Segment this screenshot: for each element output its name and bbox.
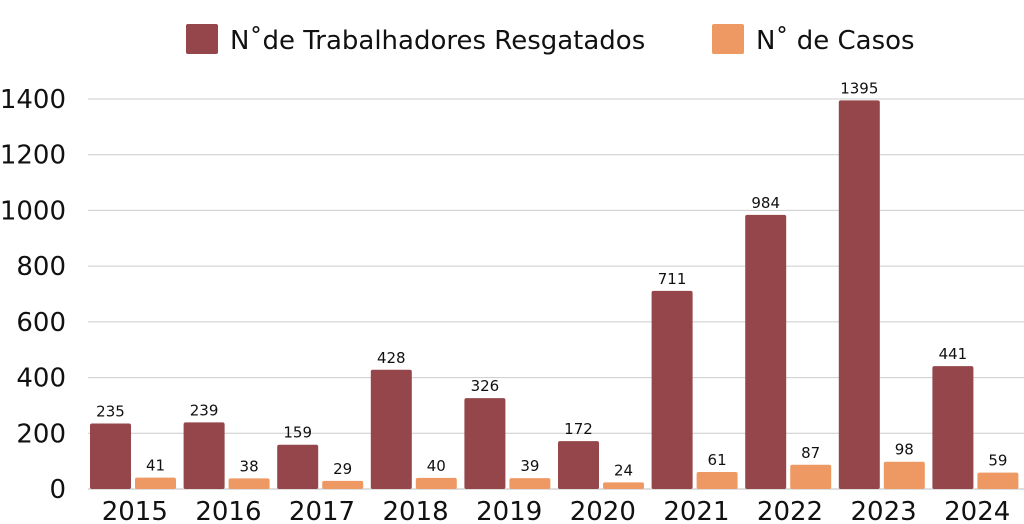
- bar-resgatados-2018: [370, 369, 412, 489]
- bar-resgatados-2015: [90, 423, 131, 489]
- bar-casos-2019: [509, 478, 551, 489]
- y-tick-label-200: 200: [16, 419, 66, 449]
- x-tick-label-2018: 2018: [383, 497, 449, 524]
- data-label-resgatados-2018: 428: [377, 349, 406, 367]
- legend-label-resgatados: N˚de Trabalhadores Resgatados: [230, 26, 645, 56]
- data-label-casos-2021: 61: [708, 451, 727, 469]
- y-tick-label-800: 800: [16, 252, 66, 282]
- bar-casos-2015: [135, 477, 176, 489]
- data-label-casos-2017: 29: [333, 460, 352, 478]
- data-label-resgatados-2021: 711: [658, 270, 687, 288]
- x-tick-label-2024: 2024: [944, 497, 1010, 524]
- x-tick-label-2017: 2017: [289, 497, 355, 524]
- x-tick-label-2023: 2023: [851, 497, 917, 524]
- data-label-resgatados-2024: 441: [939, 345, 968, 363]
- bar-resgatados-2024: [932, 366, 974, 489]
- bar-resgatados-2020: [558, 441, 599, 489]
- y-tick-label-1200: 1200: [0, 141, 66, 171]
- bar-resgatados-2021: [651, 290, 693, 489]
- x-tick-label-2016: 2016: [195, 497, 261, 524]
- y-tick-label-0: 0: [49, 475, 66, 505]
- data-label-casos-2024: 59: [988, 452, 1007, 470]
- bar-resgatados-2023: [838, 100, 880, 490]
- data-label-casos-2015: 41: [146, 457, 165, 475]
- data-label-resgatados-2016: 239: [190, 401, 219, 419]
- bar-resgatados-2019: [464, 398, 506, 489]
- x-tick-label-2021: 2021: [663, 497, 729, 524]
- bar-casos-2024: [977, 472, 1019, 489]
- bar-resgatados-2017: [277, 444, 319, 489]
- data-label-resgatados-2023: 1395: [840, 79, 878, 97]
- x-tick-label-2020: 2020: [570, 497, 636, 524]
- legend-label-casos: N˚ de Casos: [756, 26, 915, 56]
- bar-casos-2016: [228, 478, 270, 489]
- bar-casos-2022: [790, 464, 832, 489]
- data-label-casos-2022: 87: [801, 444, 820, 462]
- data-label-resgatados-2022: 984: [751, 194, 780, 212]
- y-tick-label-600: 600: [16, 308, 66, 338]
- bar-casos-2021: [696, 472, 738, 489]
- bar-resgatados-2022: [745, 214, 787, 489]
- data-label-resgatados-2020: 172: [564, 420, 593, 438]
- data-label-resgatados-2015: 235: [96, 403, 125, 421]
- gridlines: [88, 98, 1024, 490]
- y-tick-label-400: 400: [16, 364, 66, 394]
- bar-casos-2023: [883, 461, 925, 489]
- data-label-casos-2020: 24: [614, 461, 633, 479]
- bar-casos-2020: [603, 482, 644, 489]
- x-tick-label-2019: 2019: [476, 497, 542, 524]
- x-tick-label-2015: 2015: [102, 497, 168, 524]
- legend: N˚de Trabalhadores Resgatados N˚ de Caso…: [186, 24, 915, 56]
- legend-swatch-resgatados: [186, 24, 218, 54]
- data-label-casos-2018: 40: [427, 457, 446, 475]
- y-tick-label-1400: 1400: [0, 85, 66, 115]
- y-tick-label-1000: 1000: [0, 196, 66, 226]
- bar-casos-2018: [415, 477, 457, 489]
- x-axis: 2015 2016 2017 2018 2019 2020 2021 2022 2023 2024: [102, 497, 1011, 524]
- data-label-casos-2023: 98: [895, 441, 914, 459]
- data-label-resgatados-2017: 159: [283, 424, 312, 442]
- bars: [90, 100, 1019, 490]
- bar-casos-2017: [322, 480, 364, 489]
- y-axis: 0 200 400 600 800 1000 1200 1400: [0, 85, 66, 505]
- legend-swatch-casos: [712, 24, 744, 54]
- data-labels: 235 41 239 38 159 29 428 40 326 39 172 24 711 61 984 87…: [96, 79, 1007, 479]
- data-label-resgatados-2019: 326: [471, 377, 500, 395]
- bar-resgatados-2016: [183, 422, 225, 489]
- x-tick-label-2022: 2022: [757, 497, 823, 524]
- data-label-casos-2019: 39: [520, 457, 539, 475]
- data-label-casos-2016: 38: [240, 457, 259, 475]
